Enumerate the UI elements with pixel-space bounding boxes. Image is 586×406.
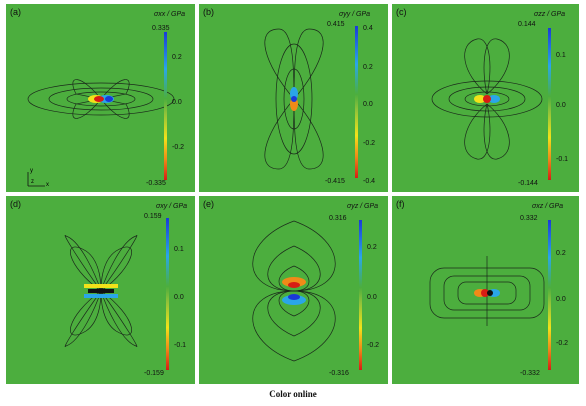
colorbar-tick: 0.0 [363, 101, 373, 108]
colorbar-tick: 0.1 [174, 246, 184, 253]
colorbar-title: σxz / GPa [532, 203, 564, 210]
contour-plot-b [264, 28, 324, 170]
panel-label: (a) [10, 7, 21, 17]
colorbar-max: 0.159 [144, 213, 162, 220]
colorbar-tick: -0.2 [367, 342, 380, 349]
figure-caption: Color online [269, 389, 317, 399]
colorbar-min: -0.335 [146, 180, 166, 187]
colorbar-tick: 0.2 [363, 64, 373, 71]
panel-label: (f) [396, 199, 405, 209]
colorbar-min: -0.159 [144, 370, 164, 377]
contour-plot-e [252, 220, 336, 362]
colorbar-tick: 0.0 [367, 294, 377, 301]
colorbar-tick: -0.2 [172, 144, 185, 151]
colorbar [166, 218, 169, 370]
colorbar-tick: 0.2 [556, 250, 566, 257]
colorbar-tick: 0.0 [174, 294, 184, 301]
colorbar-max: 0.332 [520, 215, 538, 222]
colorbar-tick: -0.2 [556, 340, 569, 347]
colorbar-min: -0.144 [518, 180, 538, 187]
colorbar-max: 0.335 [152, 25, 170, 32]
panel-label: (d) [10, 199, 21, 209]
colorbar-min: -0.316 [329, 370, 349, 377]
colorbar-title: σyy / GPa [339, 11, 371, 18]
contour-plot-c [431, 38, 543, 160]
panel-label: (c) [396, 7, 407, 17]
contour-plot-d [64, 235, 138, 347]
colorbar-min: -0.415 [325, 178, 345, 185]
colorbar [355, 26, 358, 178]
colorbar-min: -0.332 [520, 370, 540, 377]
panel-c: (c) σzz / GPa 0.144 0.1 0.0 -0.1 -0.144 [392, 4, 579, 192]
colorbar-tick: 0.0 [556, 296, 566, 303]
panel-f: (f) σxz / GPa 0.332 0.2 0.0 -0.2 -0.332 [392, 196, 579, 384]
colorbar-tick: 0.2 [172, 54, 182, 61]
colorbar-title: σxx / GPa [154, 11, 186, 18]
axis-label-z: z [31, 179, 34, 185]
colorbar-tick: 0.2 [367, 244, 377, 251]
axis-label-x: x [46, 182, 49, 188]
panel-b: (b) σyy / GPa 0.415 0.4 0.2 0.0 -0.2 -0.… [199, 4, 388, 192]
colorbar [359, 220, 362, 370]
colorbar-title: σzz / GPa [534, 11, 566, 18]
panel-e: (e) σyz / GPa 0.316 0.2 0.0 -0.2 -0.316 [199, 196, 388, 384]
colorbar-tick: 0.0 [172, 99, 182, 106]
colorbar-title: σxy / GPa [156, 203, 188, 210]
axis-label-y: y [30, 168, 33, 174]
colorbar-max: 0.415 [327, 21, 345, 28]
colorbar-tick: -0.1 [174, 342, 187, 349]
axis-arrows-icon [27, 172, 45, 187]
colorbar [548, 220, 551, 370]
colorbar-tick: -0.4 [363, 178, 376, 185]
contour-plot-f [429, 256, 545, 326]
colorbar [164, 32, 167, 180]
panel-label: (b) [203, 7, 214, 17]
panel-a: (a) σxx / GPa 0.335 0.2 0.0 -0.2 -0.335 … [6, 4, 195, 192]
panel-d: (d) σxy / GPa 0.159 0.1 0.0 -0.1 -0.159 [6, 196, 195, 384]
contour-plot-a [27, 79, 175, 119]
colorbar-tick: -0.2 [363, 140, 376, 147]
colorbar-max: 0.144 [518, 21, 536, 28]
colorbar-tick: -0.1 [556, 156, 569, 163]
colorbar-tick: 0.4 [363, 25, 373, 32]
panel-label: (e) [203, 199, 214, 209]
colorbar [548, 28, 551, 180]
colorbar-title: σyz / GPa [347, 203, 379, 210]
colorbar-tick: 0.1 [556, 52, 566, 59]
colorbar-tick: 0.0 [556, 102, 566, 109]
colorbar-max: 0.316 [329, 215, 347, 222]
figure-grid: (a) σxx / GPa 0.335 0.2 0.0 -0.2 -0.335 … [6, 4, 579, 384]
